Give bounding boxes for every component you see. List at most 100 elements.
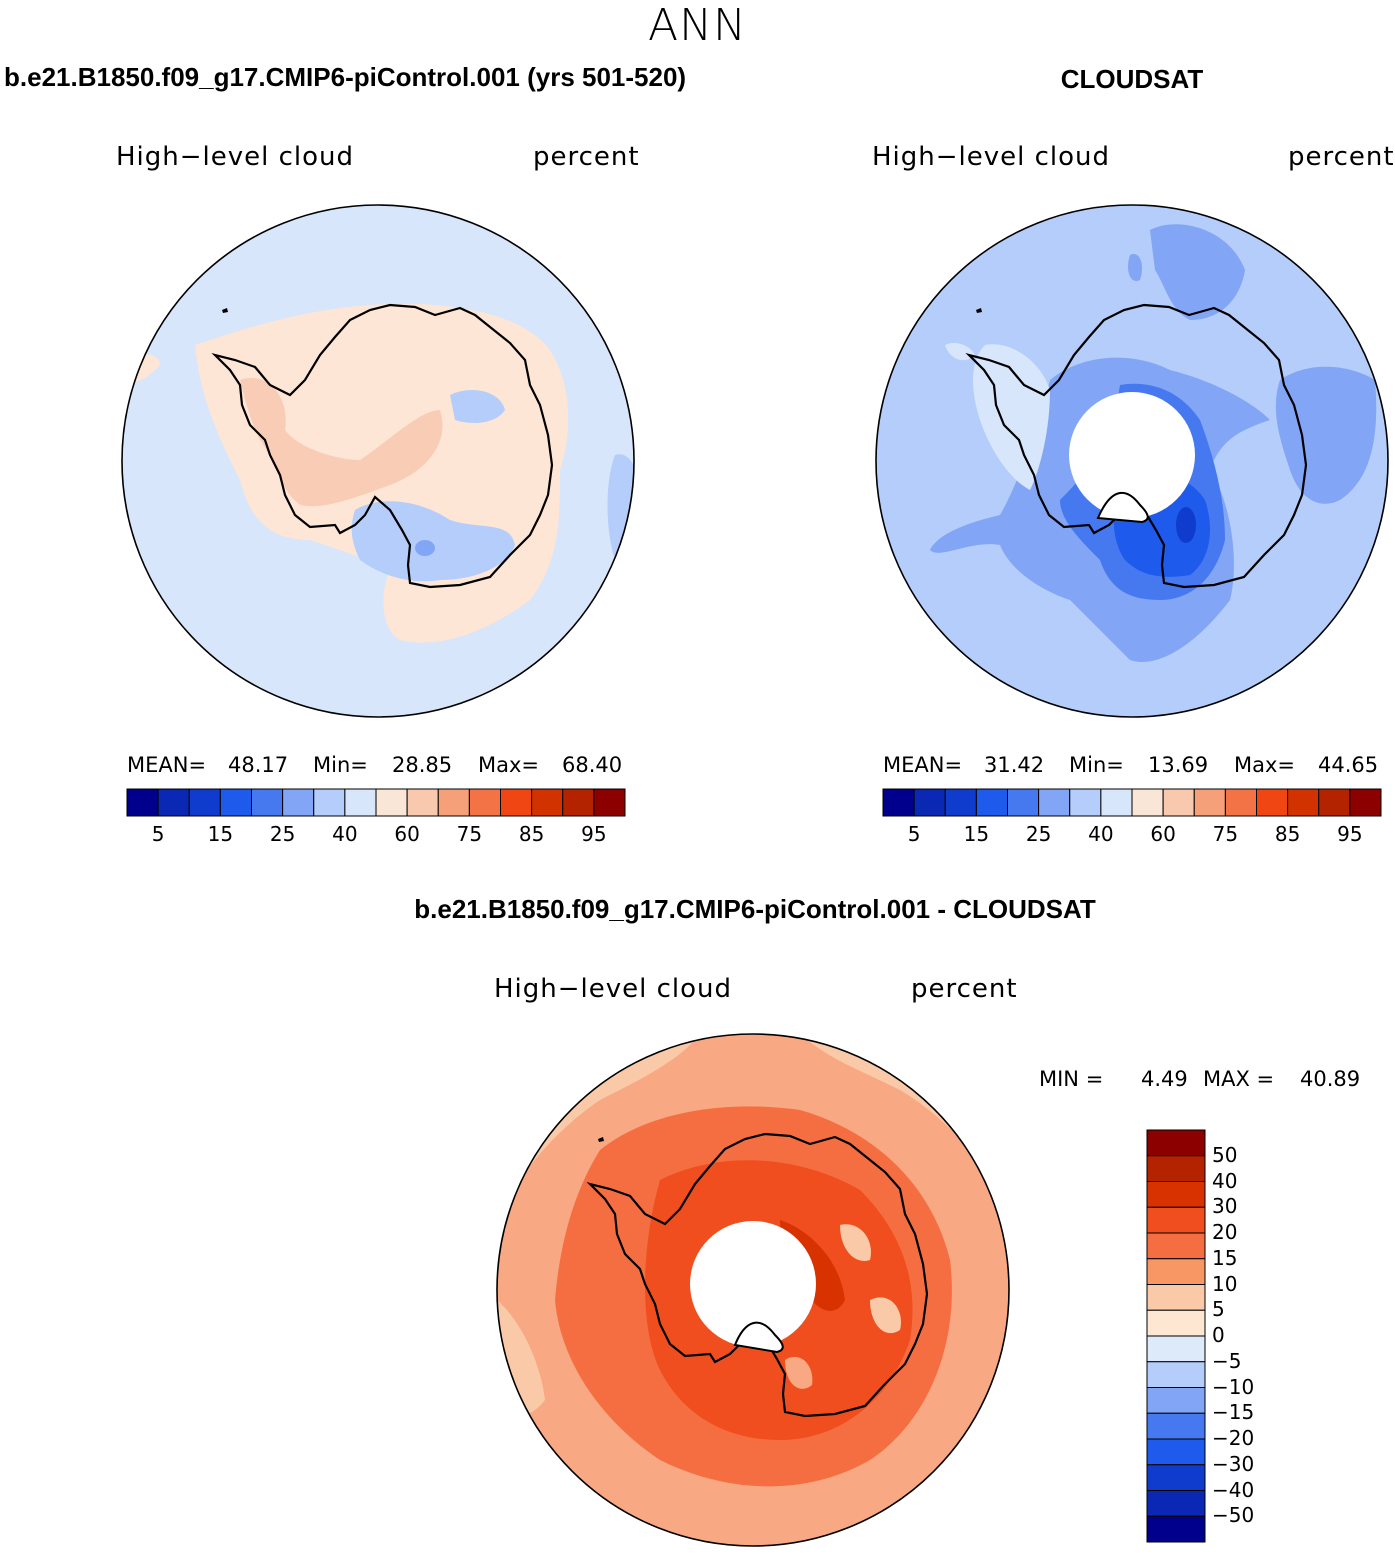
- diff-colorbar-cell: [1146, 1181, 1206, 1208]
- model-colorbar-cell: [500, 788, 533, 817]
- diff-colorbar-cell: [1146, 1284, 1206, 1311]
- obs-max-value: 44.65: [1318, 753, 1379, 777]
- model-colorbar-tick-label: 5: [151, 822, 165, 846]
- diff-colorbar-cell: [1146, 1258, 1206, 1285]
- diff-max-value: 40.89: [1300, 1067, 1361, 1091]
- model-colorbar-cell: [282, 788, 315, 817]
- obs-missing-data-hole: [1069, 392, 1195, 518]
- obs-mean-label: MEAN=: [883, 753, 963, 777]
- obs-colorbar-cell: [1224, 788, 1257, 817]
- obs-light-region-2: [945, 343, 975, 361]
- diff-colorbar-tick-label: 40: [1212, 1168, 1238, 1193]
- model-mean-value: 48.17: [228, 753, 289, 777]
- model-colorbar-cell: [562, 788, 595, 817]
- diff-colorbar-tick-label: −40: [1212, 1477, 1255, 1502]
- obs-colorbar-cell: [975, 788, 1008, 817]
- model-cool-core: [415, 540, 435, 556]
- obs-colorbar-tick-label: 25: [1025, 822, 1052, 846]
- model-colorbar-cell: [313, 788, 346, 817]
- obs-units-label: percent: [1288, 142, 1395, 172]
- obs-colorbar-tick-label: 5: [907, 822, 921, 846]
- model-colorbar-tick-label: 75: [456, 822, 483, 846]
- diff-colorbar-tick-label: −50: [1212, 1503, 1255, 1528]
- panel-title-obs: CLOUDSAT: [1060, 64, 1204, 94]
- obs-colorbar-cell: [882, 788, 915, 817]
- model-cool-region-2: [351, 501, 515, 582]
- model-colorbar-cell: [157, 788, 190, 817]
- diff-colorbar-cell: [1146, 1206, 1206, 1234]
- model-colorbar-cell: [251, 788, 284, 817]
- diff-colorbar-cell: [1146, 1129, 1206, 1157]
- diff-light-pocket-2: [870, 1297, 901, 1334]
- obs-colorbar-cell: [1287, 788, 1320, 817]
- diff-variable-label: High−level cloud: [494, 974, 733, 1004]
- diff-colorbar-cell: [1146, 1361, 1206, 1388]
- obs-colorbar-cell: [1193, 788, 1226, 817]
- diff-colorbar-tick-label: −15: [1212, 1400, 1255, 1425]
- model-cool-edge: [607, 454, 634, 560]
- obs-colorbar-tick-label: 75: [1212, 822, 1239, 846]
- model-colorbar-cell: [219, 788, 252, 817]
- diff-colorbar-tick-label: 10: [1212, 1271, 1238, 1296]
- model-colorbar-tick-label: 95: [581, 822, 607, 846]
- diff-colorbar-tick-label: 30: [1212, 1194, 1238, 1219]
- model-min-value: 28.85: [392, 753, 453, 777]
- diff-colorbar-tick-label: −5: [1212, 1348, 1242, 1373]
- model-warm-region-2: [240, 378, 443, 507]
- main-title: ANN: [648, 0, 747, 51]
- model-colorbar-cell: [126, 788, 159, 817]
- obs-colorbar-cell: [1349, 788, 1382, 817]
- model-max-value: 68.40: [562, 753, 623, 777]
- obs-map: [876, 205, 1388, 717]
- diff-colorbar-tick-label: 0: [1212, 1323, 1225, 1347]
- model-units-label: percent: [533, 142, 640, 172]
- obs-colorbar-cell: [1256, 788, 1289, 817]
- diff-colorbar-cell: [1146, 1387, 1206, 1414]
- model-colorbar-cell: [531, 788, 564, 817]
- obs-colorbar-cell: [913, 788, 946, 817]
- panel-title-model: b.e21.B1850.f09_g17.CMIP6-piControl.001 …: [4, 62, 687, 92]
- diff-colorbar-cell: [1146, 1309, 1206, 1337]
- diff-colorbar-cell: [1146, 1155, 1206, 1182]
- diff-missing-data-hole: [690, 1221, 816, 1347]
- diff-colorbar-tick-label: −10: [1212, 1374, 1255, 1399]
- diff-colorbar-cell: [1146, 1464, 1206, 1491]
- diff-island: [598, 1137, 604, 1142]
- model-map-border: [121, 204, 635, 718]
- diff-light-pocket-1: [840, 1224, 871, 1261]
- obs-colorbar-tick-label: 85: [1274, 822, 1301, 846]
- obs-mid-region-4: [1275, 366, 1377, 504]
- model-colorbar-tick-label: 60: [394, 822, 420, 846]
- obs-light-pocket: [945, 548, 1000, 571]
- model-colorbar-cell: [468, 788, 501, 817]
- diff-units-label: percent: [911, 974, 1018, 1004]
- obs-min-value: 13.69: [1148, 753, 1209, 777]
- model-colorbar-tick-label: 40: [332, 822, 358, 846]
- model-colorbar-cell: [406, 788, 439, 817]
- obs-colorbar-cell: [944, 788, 977, 817]
- obs-max-label: Max=: [1234, 753, 1296, 777]
- diff-colorbar-tick-label: 5: [1212, 1297, 1225, 1322]
- diff-min-value: 4.49: [1141, 1067, 1188, 1091]
- diff-colorbar-tick-label: 15: [1212, 1245, 1238, 1270]
- diff-colorbar-tick-label: −30: [1212, 1451, 1255, 1476]
- model-colorbar-tick-label: 25: [269, 822, 296, 846]
- obs-mid-region-2: [1128, 254, 1142, 281]
- model-mean-label: MEAN=: [127, 753, 207, 777]
- obs-colorbar-cell: [1100, 788, 1133, 817]
- obs-colorbar-cell: [1131, 788, 1164, 817]
- diff-colorbar-cell: [1146, 1490, 1206, 1517]
- obs-colorbar-tick-label: 95: [1337, 822, 1363, 846]
- panel-title-diff: b.e21.B1850.f09_g17.CMIP6-piControl.001 …: [414, 894, 1096, 924]
- model-cool-region-1: [450, 390, 505, 423]
- diff-colorbar-cell: [1146, 1515, 1206, 1543]
- diff-colorbar-cell: [1146, 1412, 1206, 1440]
- model-colorbar: [126, 788, 626, 817]
- diff-colorbar-cell: [1146, 1232, 1206, 1260]
- model-map: [122, 205, 634, 717]
- model-variable-label: High−level cloud: [116, 142, 355, 172]
- diff-colorbar-tick-label: 20: [1212, 1220, 1238, 1244]
- model-colorbar-cell: [593, 788, 626, 817]
- obs-map-border: [875, 204, 1389, 718]
